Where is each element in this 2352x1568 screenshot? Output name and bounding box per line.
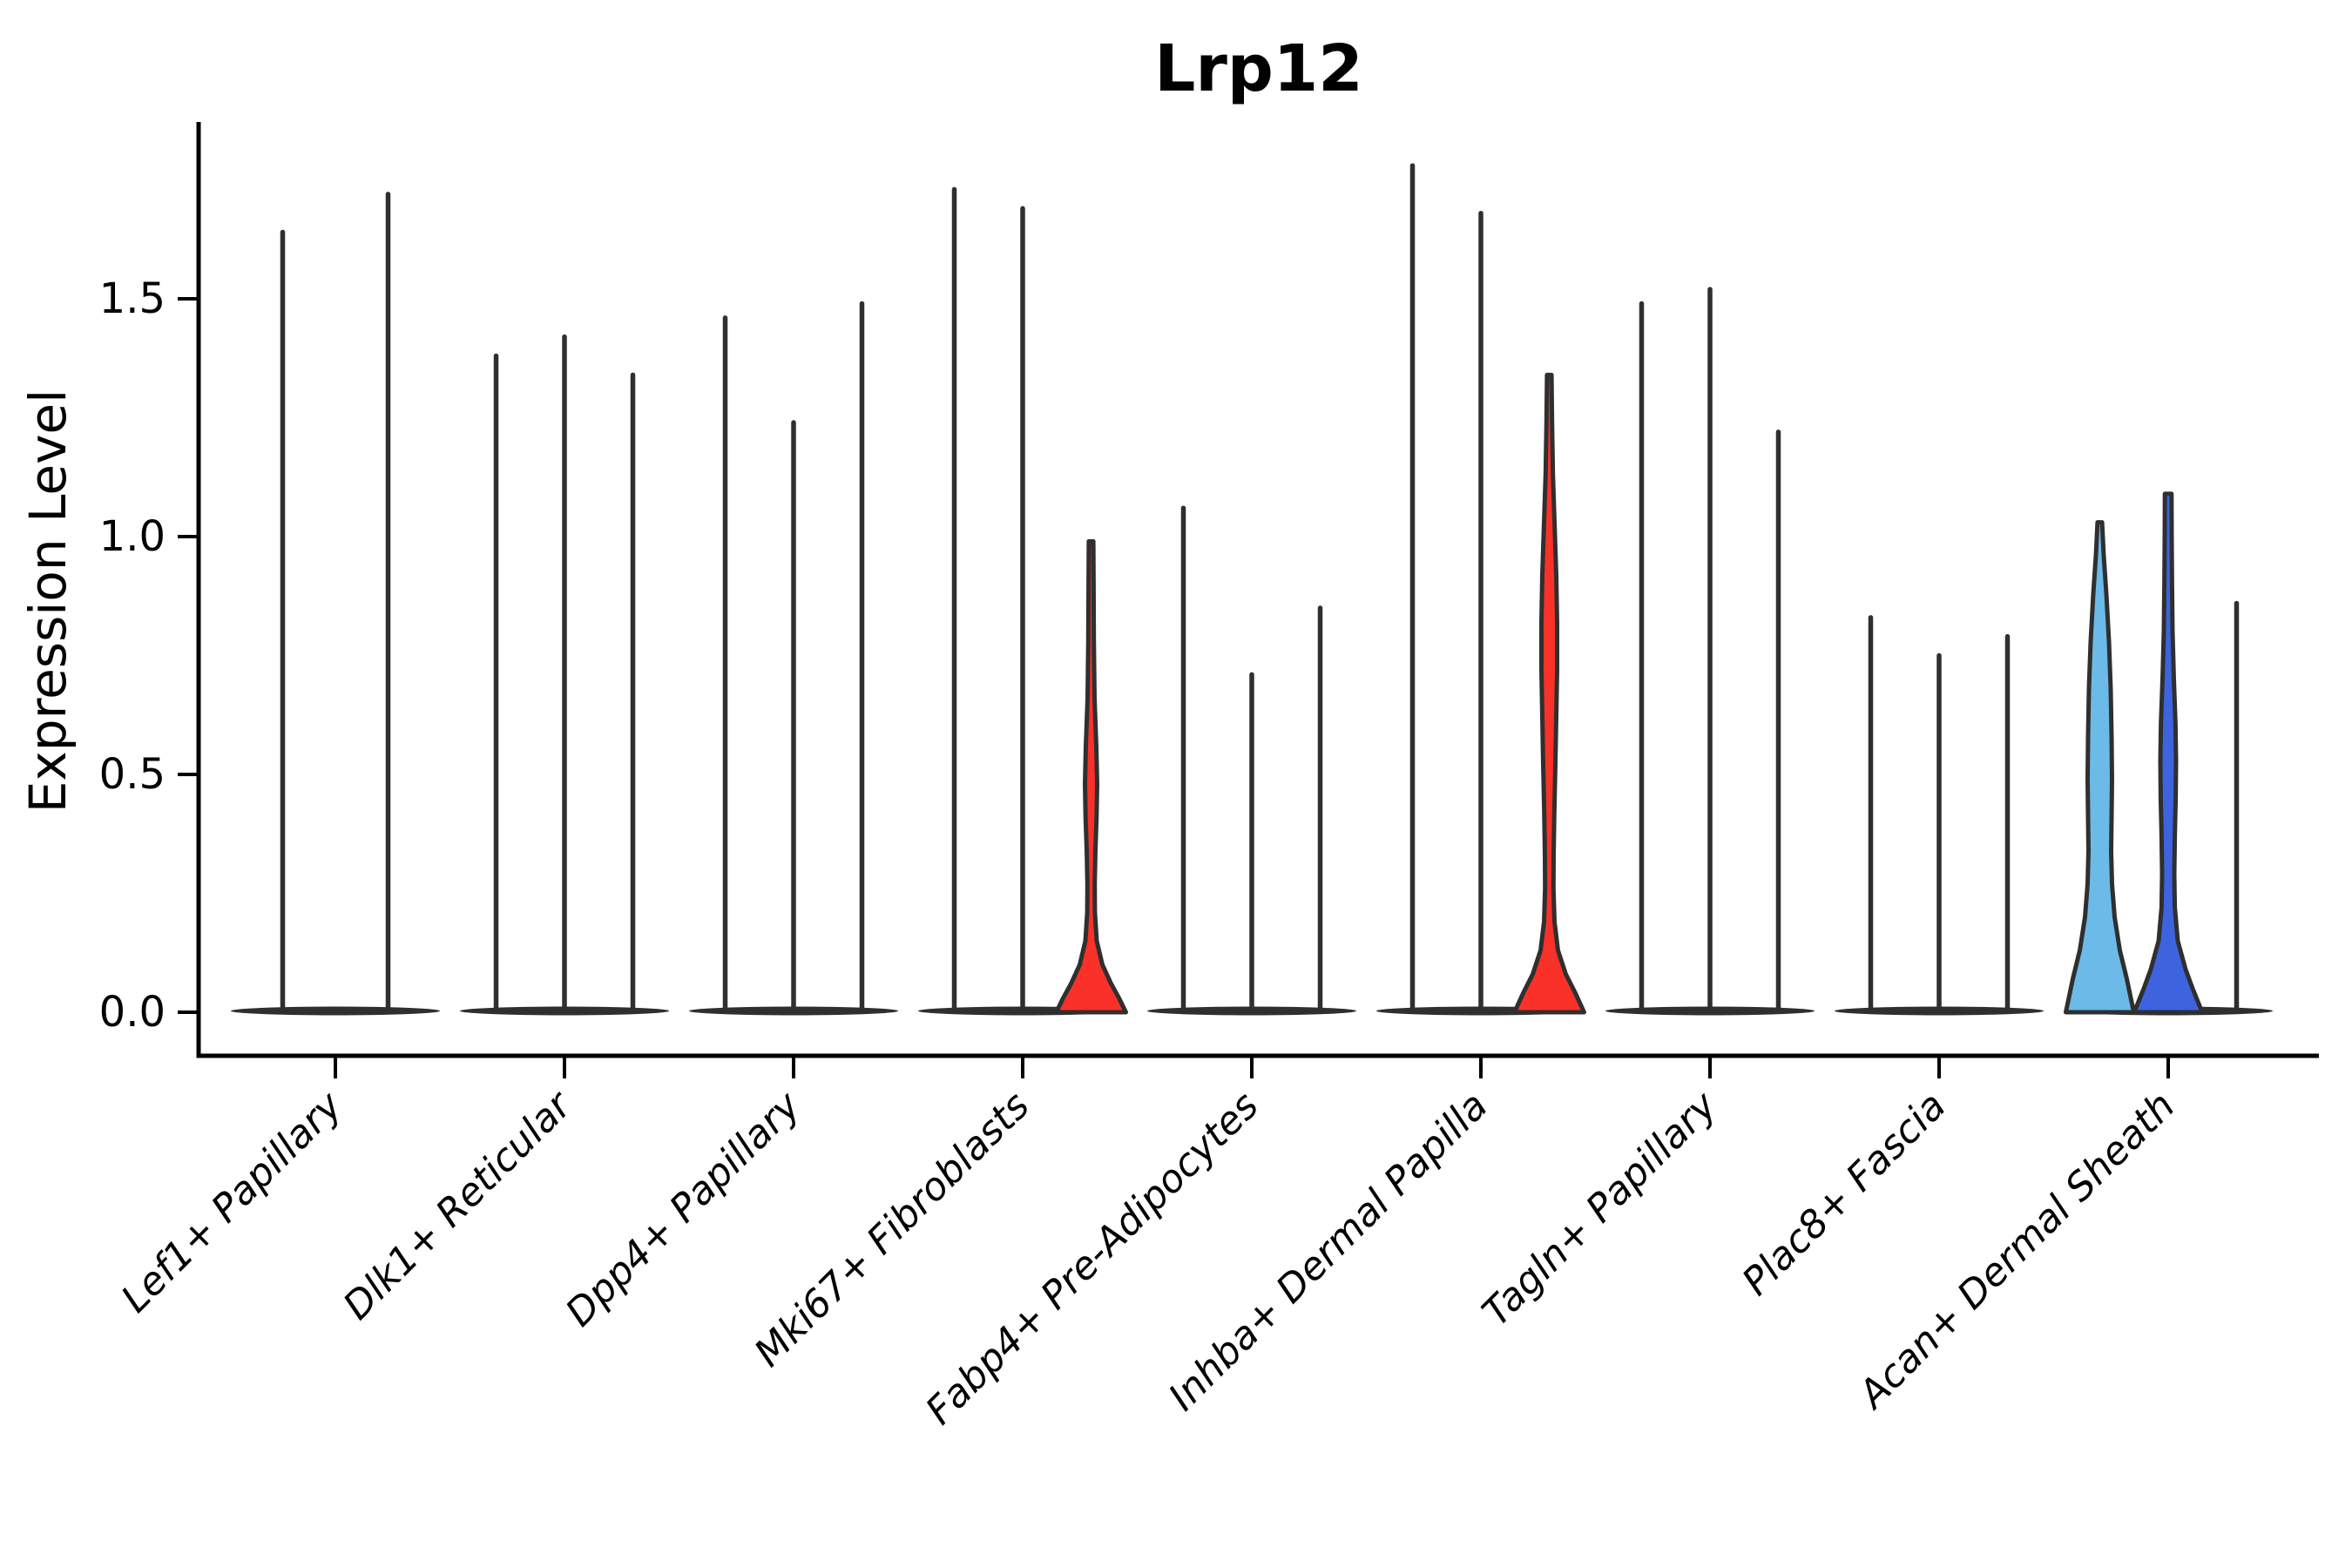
- violin-base: [231, 1006, 440, 1016]
- y-tick-label: 0.0: [99, 988, 166, 1037]
- violin-filled-red: [1054, 538, 1128, 1015]
- violin-filled-red: [1512, 372, 1586, 1015]
- y-tick-label: 0.5: [99, 750, 166, 799]
- axis-spines: [196, 122, 2319, 1058]
- axes: [178, 122, 2319, 1078]
- x-tick-label: Plac8+ Fascia: [1734, 1084, 1954, 1304]
- violins: [231, 163, 2273, 1016]
- chart-title: Lrp12: [1154, 31, 1363, 106]
- y-tick-label: 1.0: [99, 512, 166, 561]
- violin-filled-skyblue: [2064, 520, 2136, 1015]
- x-tick-label: Tagln+ Papillary: [1474, 1083, 1726, 1335]
- violin-filled-royalblue: [2132, 491, 2205, 1015]
- y-axis-title: Expression Level: [18, 389, 78, 813]
- x-tick-label: Dlk1+ Reticular: [335, 1082, 581, 1328]
- x-tick-label: Dpp4+ Papillary: [558, 1083, 810, 1335]
- x-tick-label: Lef1+ Papillary: [113, 1083, 352, 1321]
- y-tick-label: 1.5: [99, 274, 166, 323]
